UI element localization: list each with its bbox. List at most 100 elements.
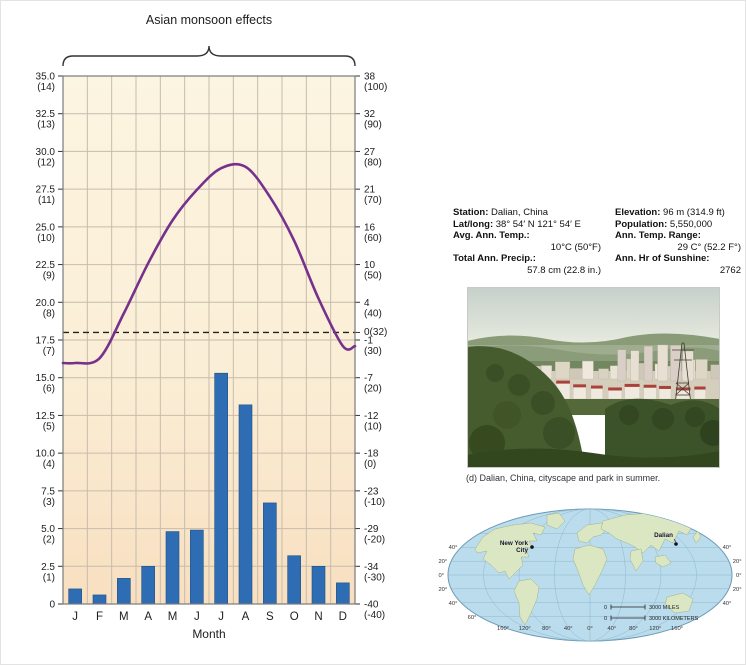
city-label: Dalian [654, 532, 673, 539]
left-tick-label: 35.0 [36, 72, 56, 83]
svg-text:(11): (11) [38, 195, 55, 206]
svg-text:(4): (4) [43, 459, 55, 470]
month-label: N [314, 611, 322, 623]
svg-text:(-30): (-30) [364, 572, 385, 583]
lon-label: 40° [564, 626, 573, 632]
building [608, 389, 623, 400]
right-tick-label: 38 [364, 72, 376, 83]
building [695, 359, 708, 380]
precip-bar [238, 404, 253, 605]
continent-africa [572, 544, 608, 596]
city-photo-art [467, 287, 720, 468]
lat-label: 20° [438, 559, 447, 565]
climograph: 35.0(14)32.5(13)30.0(12)27.5(11)25.0(10)… [36, 45, 387, 641]
red-roof [624, 383, 640, 387]
left-tick-label: 2.5 [41, 562, 55, 573]
right-tick-label: 0(32) [364, 327, 387, 338]
foreground-canopy [467, 448, 720, 468]
svg-text:(5): (5) [43, 421, 55, 432]
continent-north-america [474, 522, 546, 580]
tower [643, 345, 653, 382]
precip-bar [165, 531, 180, 605]
lat-label: 40° [449, 601, 458, 607]
svg-text:(30): (30) [364, 346, 382, 357]
station-field: Total Ann. Precip.: [453, 253, 536, 264]
station-field-value: 10°C (50°F) [550, 241, 601, 253]
svg-text:(20): (20) [364, 384, 382, 395]
svg-text:(10): (10) [364, 421, 382, 432]
monsoon-brace [62, 45, 356, 67]
scale-km-label: 3000 KILOMETERS [649, 616, 699, 622]
right-tick-label: -23 [364, 486, 379, 497]
svg-text:(70): (70) [364, 195, 382, 206]
station-field-value: 2762 [719, 264, 741, 276]
right-tick-label: -40 [364, 600, 379, 611]
left-tick-label: 5.0 [41, 524, 55, 535]
continent-south-america [513, 578, 540, 626]
world-map-art: 40° 20° 0° 20° 40° 40° 20° 0° 20° 40° 60° 160° 120° 8… [438, 508, 742, 642]
station-field: Elevation: 96 m (314.9 ft) [615, 207, 725, 218]
left-tick-label: 25.0 [36, 222, 56, 233]
lat-label: 60° [468, 615, 477, 621]
right-tick-label: -34 [364, 562, 379, 573]
left-tick-label: 17.5 [36, 336, 56, 347]
transmission-tower [672, 342, 694, 406]
precip-bar [214, 372, 228, 605]
tower [657, 344, 669, 382]
x-axis-label: Month [192, 627, 225, 641]
precip-bar [336, 582, 350, 605]
lon-label: 120° [649, 626, 661, 632]
precip-bar [263, 502, 277, 605]
right-tick-label: 4 [364, 298, 370, 309]
lat-label: 20° [438, 587, 447, 593]
city-marker [674, 542, 678, 546]
lon-label: 80° [629, 626, 638, 632]
station-field: Ann. Hr of Sunshine: [615, 253, 710, 264]
svg-text:(14): (14) [37, 82, 55, 93]
lon-label: 0° [587, 626, 593, 632]
right-tick-label: -7 [364, 373, 373, 384]
station-field: Population: 5,550,000 [615, 218, 713, 230]
photo-caption: (d) Dalian, China, cityscape and park in… [466, 473, 661, 483]
building [555, 361, 571, 380]
building [694, 388, 706, 400]
building [643, 387, 657, 400]
building [624, 386, 640, 400]
se-asia [654, 554, 672, 568]
right-tick-label: 10 [364, 260, 376, 271]
month-label: M [168, 611, 178, 623]
month-label: O [290, 611, 299, 623]
haze [467, 345, 720, 361]
red-roof [556, 380, 570, 384]
svg-text:(-10): (-10) [364, 497, 385, 508]
station-col-1: Station: Dalian, China Lat/long: 38° 54′ … [453, 207, 605, 276]
svg-text:(7): (7) [43, 346, 55, 357]
city-leader-line [673, 538, 677, 543]
red-roof [643, 384, 657, 388]
station-field: Avg. Ann. Temp.: [453, 230, 530, 241]
lat-label: 20° [733, 587, 742, 593]
month-label: J [194, 611, 200, 623]
right-tick-label: -18 [364, 449, 379, 460]
left-tick-label: 12.5 [36, 411, 56, 422]
lat-label: 20° [733, 559, 742, 565]
left-tick-label: 10.0 [36, 449, 56, 460]
japan [692, 530, 702, 544]
station-field-value: 57.8 cm (22.8 in.) [527, 264, 601, 276]
left-tick-label: 7.5 [41, 486, 55, 497]
scale-miles-label: 3000 MILES [649, 605, 680, 611]
svg-text:(90): (90) [364, 120, 382, 131]
city-label: City [516, 547, 528, 554]
station-field: Ann. Temp. Range: [615, 230, 701, 241]
tower [617, 349, 627, 382]
svg-text:(60): (60) [364, 233, 382, 244]
precip-bar [141, 565, 155, 605]
world-map: 40° 20° 0° 20° 40° 40° 20° 0° 20° 40° 60° 160° 120° 8… [435, 501, 745, 661]
building [569, 368, 584, 380]
station-field: Lat/long: 38° 54′ N 121° 54′ E [453, 218, 581, 230]
tower [630, 350, 640, 382]
city-photo [467, 287, 720, 468]
right-tick-label: 21 [364, 185, 376, 196]
